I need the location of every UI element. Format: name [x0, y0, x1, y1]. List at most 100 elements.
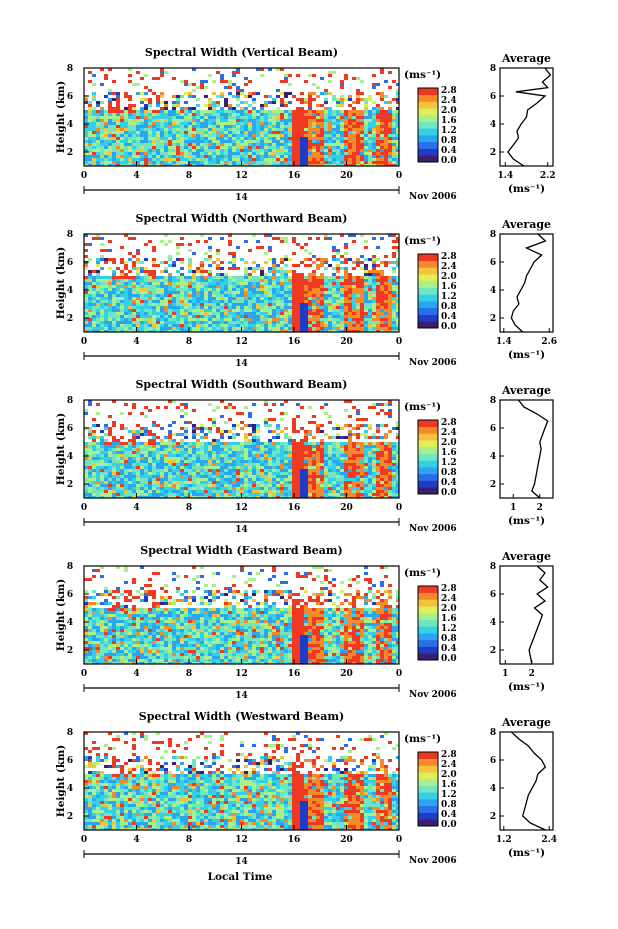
heatmap-cell: [120, 460, 124, 463]
heatmap-cell: [268, 246, 272, 249]
heatmap-cell: [160, 288, 164, 291]
heatmap-cell: [372, 279, 376, 282]
heatmap-cell: [192, 309, 196, 312]
heatmap-cell: [276, 445, 280, 448]
heatmap-cell: [160, 454, 164, 457]
heatmap-cell: [164, 330, 168, 332]
heatmap-cell: [304, 258, 308, 261]
heatmap-cell: [100, 321, 104, 324]
heatmap-cell: [252, 487, 256, 490]
heatmap-cell: [104, 134, 108, 137]
heatmap-cell: [272, 273, 276, 276]
heatmap-cell: [192, 481, 196, 484]
heatmap-cell: [188, 312, 192, 315]
heatmap-cell: [92, 493, 96, 496]
heatmap-cell: [196, 306, 200, 309]
heatmap-cell: [140, 122, 144, 125]
x-tick-label: 8: [186, 337, 192, 347]
x-tick-label: 0: [396, 171, 402, 181]
heatmap-cell: [196, 291, 200, 294]
heatmap-cell: [244, 460, 248, 463]
heatmap-cell: [240, 152, 244, 155]
heatmap-cell: [308, 303, 312, 306]
heatmap-cell: [256, 143, 260, 146]
heatmap-cell: [280, 116, 284, 119]
heatmap-cell: [256, 321, 260, 324]
heatmap-cell: [156, 436, 160, 439]
heatmap-cell: [376, 330, 380, 332]
heatmap-cell: [104, 122, 108, 125]
heatmap-cell: [192, 460, 196, 463]
heatmap-cell: [232, 484, 236, 487]
heatmap-cell: [280, 273, 284, 276]
heatmap-cell: [236, 472, 240, 475]
heatmap-cell: [232, 490, 236, 493]
heatmap-cell: [156, 472, 160, 475]
heatmap-cell: [168, 110, 172, 113]
heatmap-cell: [248, 324, 252, 327]
heatmap-cell: [280, 463, 284, 466]
heatmap-cell: [196, 134, 200, 137]
heatmap-cell: [248, 469, 252, 472]
heatmap-cell: [224, 324, 228, 327]
heatmap-cell: [240, 457, 244, 460]
heatmap-cell: [248, 249, 252, 252]
heatmap-cell: [120, 273, 124, 276]
heatmap-cell: [300, 312, 304, 315]
heatmap-cell: [208, 484, 212, 487]
heatmap-cell: [296, 152, 300, 155]
heatmap-cell: [132, 448, 136, 451]
heatmap-cell: [380, 149, 384, 152]
heatmap-cell: [376, 107, 380, 110]
heatmap-cell: [200, 158, 204, 161]
heatmap-cell: [92, 448, 96, 451]
heatmap-cell: [240, 110, 244, 113]
heatmap-cell: [108, 285, 112, 288]
heatmap-cell: [168, 463, 172, 466]
heatmap-cell: [244, 475, 248, 478]
heatmap-cell: [316, 113, 320, 116]
heatmap-cell: [324, 110, 328, 113]
heatmap-cell: [272, 478, 276, 481]
heatmap-cell: [100, 119, 104, 122]
heatmap-cell: [228, 496, 232, 498]
heatmap-cell: [380, 261, 384, 264]
heatmap-cell: [276, 427, 280, 430]
heatmap-cell: [196, 137, 200, 140]
heatmap-cell: [280, 134, 284, 137]
heatmap-cell: [220, 276, 224, 279]
heatmap-cell: [188, 306, 192, 309]
heatmap-cell: [312, 327, 316, 330]
heatmap-cell: [144, 327, 148, 330]
heatmap-cell: [144, 285, 148, 288]
heatmap-cell: [188, 267, 192, 270]
heatmap-cell: [124, 445, 128, 448]
heatmap-cell: [268, 146, 272, 149]
heatmap-cell: [196, 300, 200, 303]
heatmap-cell: [228, 294, 232, 297]
heatmap-cell: [228, 80, 232, 83]
heatmap-cell: [296, 143, 300, 146]
heatmap-cell: [112, 107, 116, 110]
heatmap-cell: [216, 481, 220, 484]
heatmap-cell: [356, 110, 360, 113]
heatmap-cell: [100, 161, 104, 164]
heatmap-cell: [236, 309, 240, 312]
heatmap-cell: [304, 294, 308, 297]
heatmap-cell: [380, 312, 384, 315]
heatmap-cell: [364, 98, 368, 101]
heatmap-cell: [192, 122, 196, 125]
heatmap-cell: [372, 107, 376, 110]
heatmap-cell: [396, 83, 399, 86]
heatmap-cell: [92, 294, 96, 297]
heatmap-cell: [368, 318, 372, 321]
heatmap-cell: [128, 445, 132, 448]
heatmap-cell: [168, 264, 172, 267]
heatmap-cell: [392, 288, 396, 291]
heatmap-cell: [380, 116, 384, 119]
heatmap-cell: [260, 104, 264, 107]
heatmap-cell: [164, 137, 168, 140]
heatmap-cell: [364, 122, 368, 125]
heatmap-cell: [264, 116, 268, 119]
heatmap-cell: [204, 252, 208, 255]
